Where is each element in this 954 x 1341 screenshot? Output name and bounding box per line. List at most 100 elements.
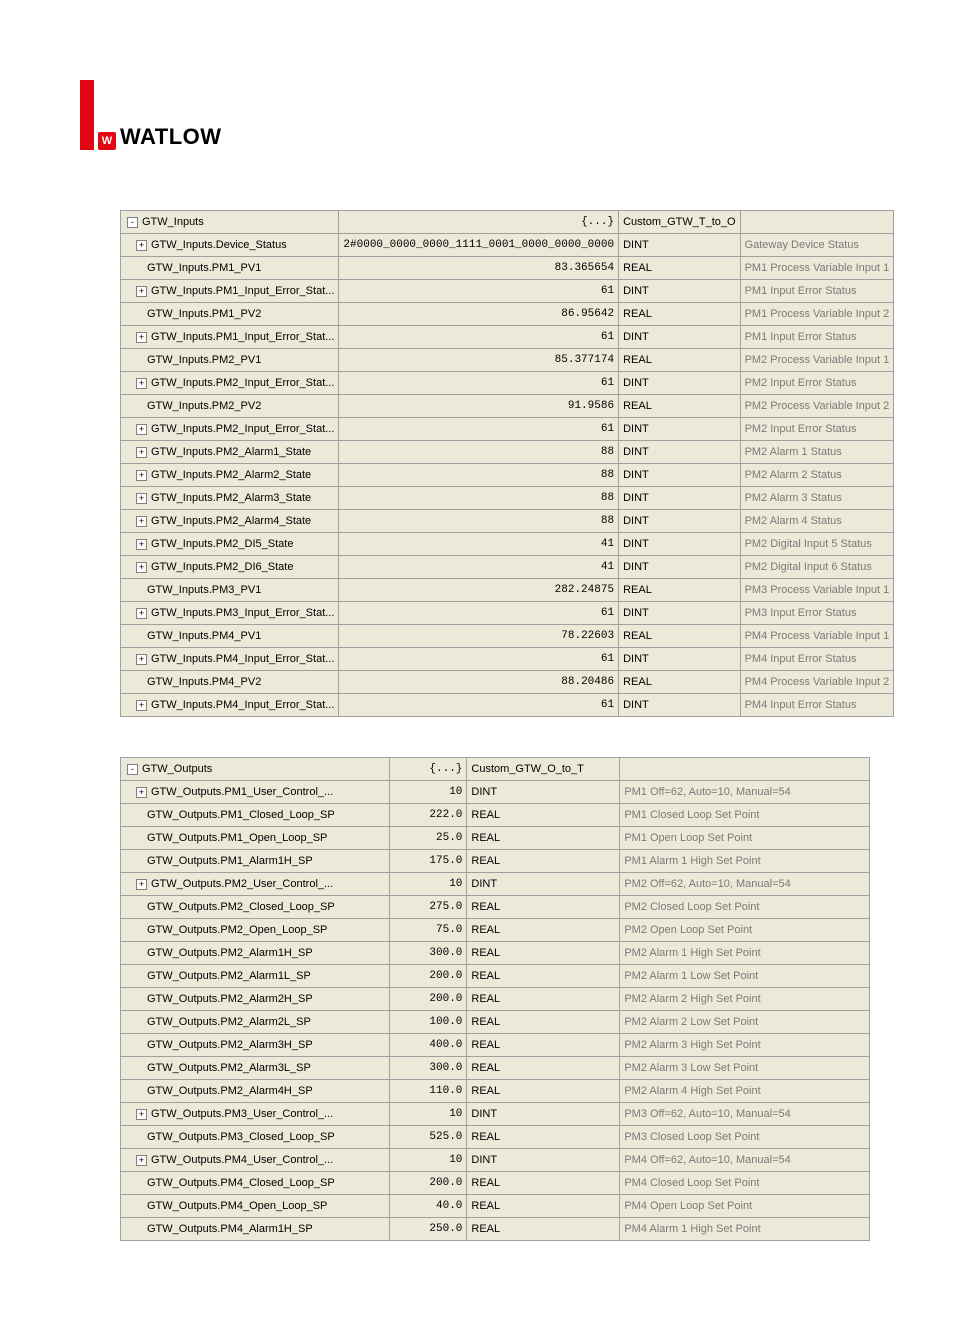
table-row[interactable]: GTW_Outputs.PM2_Open_Loop_SP75.0REALPM2 … xyxy=(121,919,870,942)
table-row[interactable]: +GTW_Inputs.PM2_Alarm4_State88DINTPM2 Al… xyxy=(121,510,894,533)
table-row[interactable]: GTW_Inputs.PM3_PV1282.24875REALPM3 Proce… xyxy=(121,579,894,602)
table-row[interactable]: GTW_Outputs.PM3_Closed_Loop_SP525.0REALP… xyxy=(121,1126,870,1149)
table-row[interactable]: +GTW_Inputs.PM4_Input_Error_Stat...61DIN… xyxy=(121,648,894,671)
table-row[interactable]: GTW_Inputs.PM4_PV178.22603REALPM4 Proces… xyxy=(121,625,894,648)
collapse-icon[interactable]: - xyxy=(127,764,138,775)
tag-value[interactable]: 110.0 xyxy=(390,1080,467,1103)
table-row[interactable]: +GTW_Inputs.PM2_Alarm3_State88DINTPM2 Al… xyxy=(121,487,894,510)
tag-value[interactable]: 88.20486 xyxy=(339,671,619,694)
expand-icon[interactable]: + xyxy=(136,516,147,527)
table-row[interactable]: +GTW_Inputs.PM3_Input_Error_Stat...61DIN… xyxy=(121,602,894,625)
table-row[interactable]: GTW_Inputs.PM4_PV288.20486REALPM4 Proces… xyxy=(121,671,894,694)
table-row[interactable]: GTW_Outputs.PM4_Alarm1H_SP250.0REALPM4 A… xyxy=(121,1218,870,1241)
tag-value[interactable]: 250.0 xyxy=(390,1218,467,1241)
table-row[interactable]: +GTW_Inputs.PM2_DI5_State41DINTPM2 Digit… xyxy=(121,533,894,556)
tag-value[interactable]: 61 xyxy=(339,602,619,625)
tag-value[interactable]: 88 xyxy=(339,441,619,464)
table-row[interactable]: GTW_Outputs.PM4_Closed_Loop_SP200.0REALP… xyxy=(121,1172,870,1195)
table-row[interactable]: GTW_Outputs.PM2_Alarm2L_SP100.0REALPM2 A… xyxy=(121,1011,870,1034)
expand-icon[interactable]: + xyxy=(136,1155,147,1166)
table-root-row[interactable]: -GTW_Outputs{...}Custom_GTW_O_to_T xyxy=(121,758,870,781)
table-row[interactable]: +GTW_Outputs.PM4_User_Control_...10DINTP… xyxy=(121,1149,870,1172)
tag-value[interactable]: 78.22603 xyxy=(339,625,619,648)
tag-value[interactable]: 41 xyxy=(339,533,619,556)
table-row[interactable]: GTW_Outputs.PM2_Alarm3H_SP400.0REALPM2 A… xyxy=(121,1034,870,1057)
table-row[interactable]: +GTW_Inputs.PM2_Input_Error_Stat...61DIN… xyxy=(121,372,894,395)
expand-icon[interactable]: + xyxy=(136,608,147,619)
tag-value[interactable]: 300.0 xyxy=(390,1057,467,1080)
tag-value[interactable]: 200.0 xyxy=(390,988,467,1011)
table-row[interactable]: GTW_Outputs.PM1_Open_Loop_SP25.0REALPM1 … xyxy=(121,827,870,850)
tag-value[interactable]: 525.0 xyxy=(390,1126,467,1149)
table-row[interactable]: +GTW_Inputs.Device_Status2#0000_0000_000… xyxy=(121,234,894,257)
table-row[interactable]: +GTW_Outputs.PM3_User_Control_...10DINTP… xyxy=(121,1103,870,1126)
tag-value[interactable]: 83.365654 xyxy=(339,257,619,280)
tag-value[interactable]: 25.0 xyxy=(390,827,467,850)
tag-value[interactable]: 91.9586 xyxy=(339,395,619,418)
table-row[interactable]: +GTW_Inputs.PM4_Input_Error_Stat...61DIN… xyxy=(121,694,894,717)
table-row[interactable]: +GTW_Inputs.PM1_Input_Error_Stat...61DIN… xyxy=(121,326,894,349)
tag-value[interactable]: 88 xyxy=(339,464,619,487)
table-row[interactable]: GTW_Inputs.PM2_PV185.377174REALPM2 Proce… xyxy=(121,349,894,372)
tag-value[interactable]: 88 xyxy=(339,510,619,533)
tag-value[interactable]: 85.377174 xyxy=(339,349,619,372)
table-row[interactable]: GTW_Outputs.PM2_Alarm1L_SP200.0REALPM2 A… xyxy=(121,965,870,988)
table-row[interactable]: GTW_Outputs.PM2_Alarm1H_SP300.0REALPM2 A… xyxy=(121,942,870,965)
table-row[interactable]: GTW_Outputs.PM2_Alarm3L_SP300.0REALPM2 A… xyxy=(121,1057,870,1080)
tag-value[interactable]: 61 xyxy=(339,280,619,303)
expand-icon[interactable]: + xyxy=(136,493,147,504)
tag-value[interactable]: 10 xyxy=(390,1149,467,1172)
tag-value[interactable]: 10 xyxy=(390,1103,467,1126)
table-root-row[interactable]: -GTW_Inputs{...}Custom_GTW_T_to_O xyxy=(121,211,894,234)
expand-icon[interactable]: + xyxy=(136,879,147,890)
table-row[interactable]: +GTW_Inputs.PM1_Input_Error_Stat...61DIN… xyxy=(121,280,894,303)
table-row[interactable]: +GTW_Inputs.PM2_DI6_State41DINTPM2 Digit… xyxy=(121,556,894,579)
table-row[interactable]: GTW_Outputs.PM2_Closed_Loop_SP275.0REALP… xyxy=(121,896,870,919)
expand-icon[interactable]: + xyxy=(136,378,147,389)
expand-icon[interactable]: + xyxy=(136,1109,147,1120)
expand-icon[interactable]: + xyxy=(136,424,147,435)
tag-value[interactable]: 300.0 xyxy=(390,942,467,965)
tag-value[interactable]: 61 xyxy=(339,694,619,717)
tag-value[interactable]: 86.95642 xyxy=(339,303,619,326)
expand-icon[interactable]: + xyxy=(136,332,147,343)
tag-value[interactable]: 61 xyxy=(339,326,619,349)
tag-value[interactable]: 282.24875 xyxy=(339,579,619,602)
table-row[interactable]: +GTW_Inputs.PM2_Alarm1_State88DINTPM2 Al… xyxy=(121,441,894,464)
expand-icon[interactable]: + xyxy=(136,470,147,481)
tag-value[interactable]: 40.0 xyxy=(390,1195,467,1218)
tag-value[interactable]: 400.0 xyxy=(390,1034,467,1057)
tag-value[interactable]: 222.0 xyxy=(390,804,467,827)
collapse-icon[interactable]: - xyxy=(127,217,138,228)
table-row[interactable]: GTW_Outputs.PM1_Alarm1H_SP175.0REALPM1 A… xyxy=(121,850,870,873)
expand-icon[interactable]: + xyxy=(136,286,147,297)
expand-icon[interactable]: + xyxy=(136,562,147,573)
tag-value[interactable]: 75.0 xyxy=(390,919,467,942)
tag-value[interactable]: 88 xyxy=(339,487,619,510)
expand-icon[interactable]: + xyxy=(136,240,147,251)
table-row[interactable]: GTW_Outputs.PM4_Open_Loop_SP40.0REALPM4 … xyxy=(121,1195,870,1218)
table-row[interactable]: GTW_Inputs.PM1_PV286.95642REALPM1 Proces… xyxy=(121,303,894,326)
tag-value[interactable]: 175.0 xyxy=(390,850,467,873)
tag-value[interactable]: 100.0 xyxy=(390,1011,467,1034)
tag-value[interactable]: 61 xyxy=(339,418,619,441)
tag-value[interactable]: 200.0 xyxy=(390,1172,467,1195)
expand-icon[interactable]: + xyxy=(136,787,147,798)
tag-value[interactable]: 275.0 xyxy=(390,896,467,919)
tag-value[interactable]: 10 xyxy=(390,781,467,804)
expand-icon[interactable]: + xyxy=(136,700,147,711)
table-row[interactable]: +GTW_Inputs.PM2_Input_Error_Stat...61DIN… xyxy=(121,418,894,441)
table-row[interactable]: GTW_Inputs.PM1_PV183.365654REALPM1 Proce… xyxy=(121,257,894,280)
table-row[interactable]: +GTW_Outputs.PM2_User_Control_...10DINTP… xyxy=(121,873,870,896)
expand-icon[interactable]: + xyxy=(136,539,147,550)
table-row[interactable]: +GTW_Inputs.PM2_Alarm2_State88DINTPM2 Al… xyxy=(121,464,894,487)
table-row[interactable]: +GTW_Outputs.PM1_User_Control_...10DINTP… xyxy=(121,781,870,804)
table-row[interactable]: GTW_Inputs.PM2_PV291.9586REALPM2 Process… xyxy=(121,395,894,418)
tag-value[interactable]: 41 xyxy=(339,556,619,579)
tag-value[interactable]: 2#0000_0000_0000_1111_0001_0000_0000_000… xyxy=(339,234,619,257)
expand-icon[interactable]: + xyxy=(136,654,147,665)
tag-value[interactable]: 10 xyxy=(390,873,467,896)
expand-icon[interactable]: + xyxy=(136,447,147,458)
tag-value[interactable]: 200.0 xyxy=(390,965,467,988)
tag-value[interactable]: 61 xyxy=(339,372,619,395)
